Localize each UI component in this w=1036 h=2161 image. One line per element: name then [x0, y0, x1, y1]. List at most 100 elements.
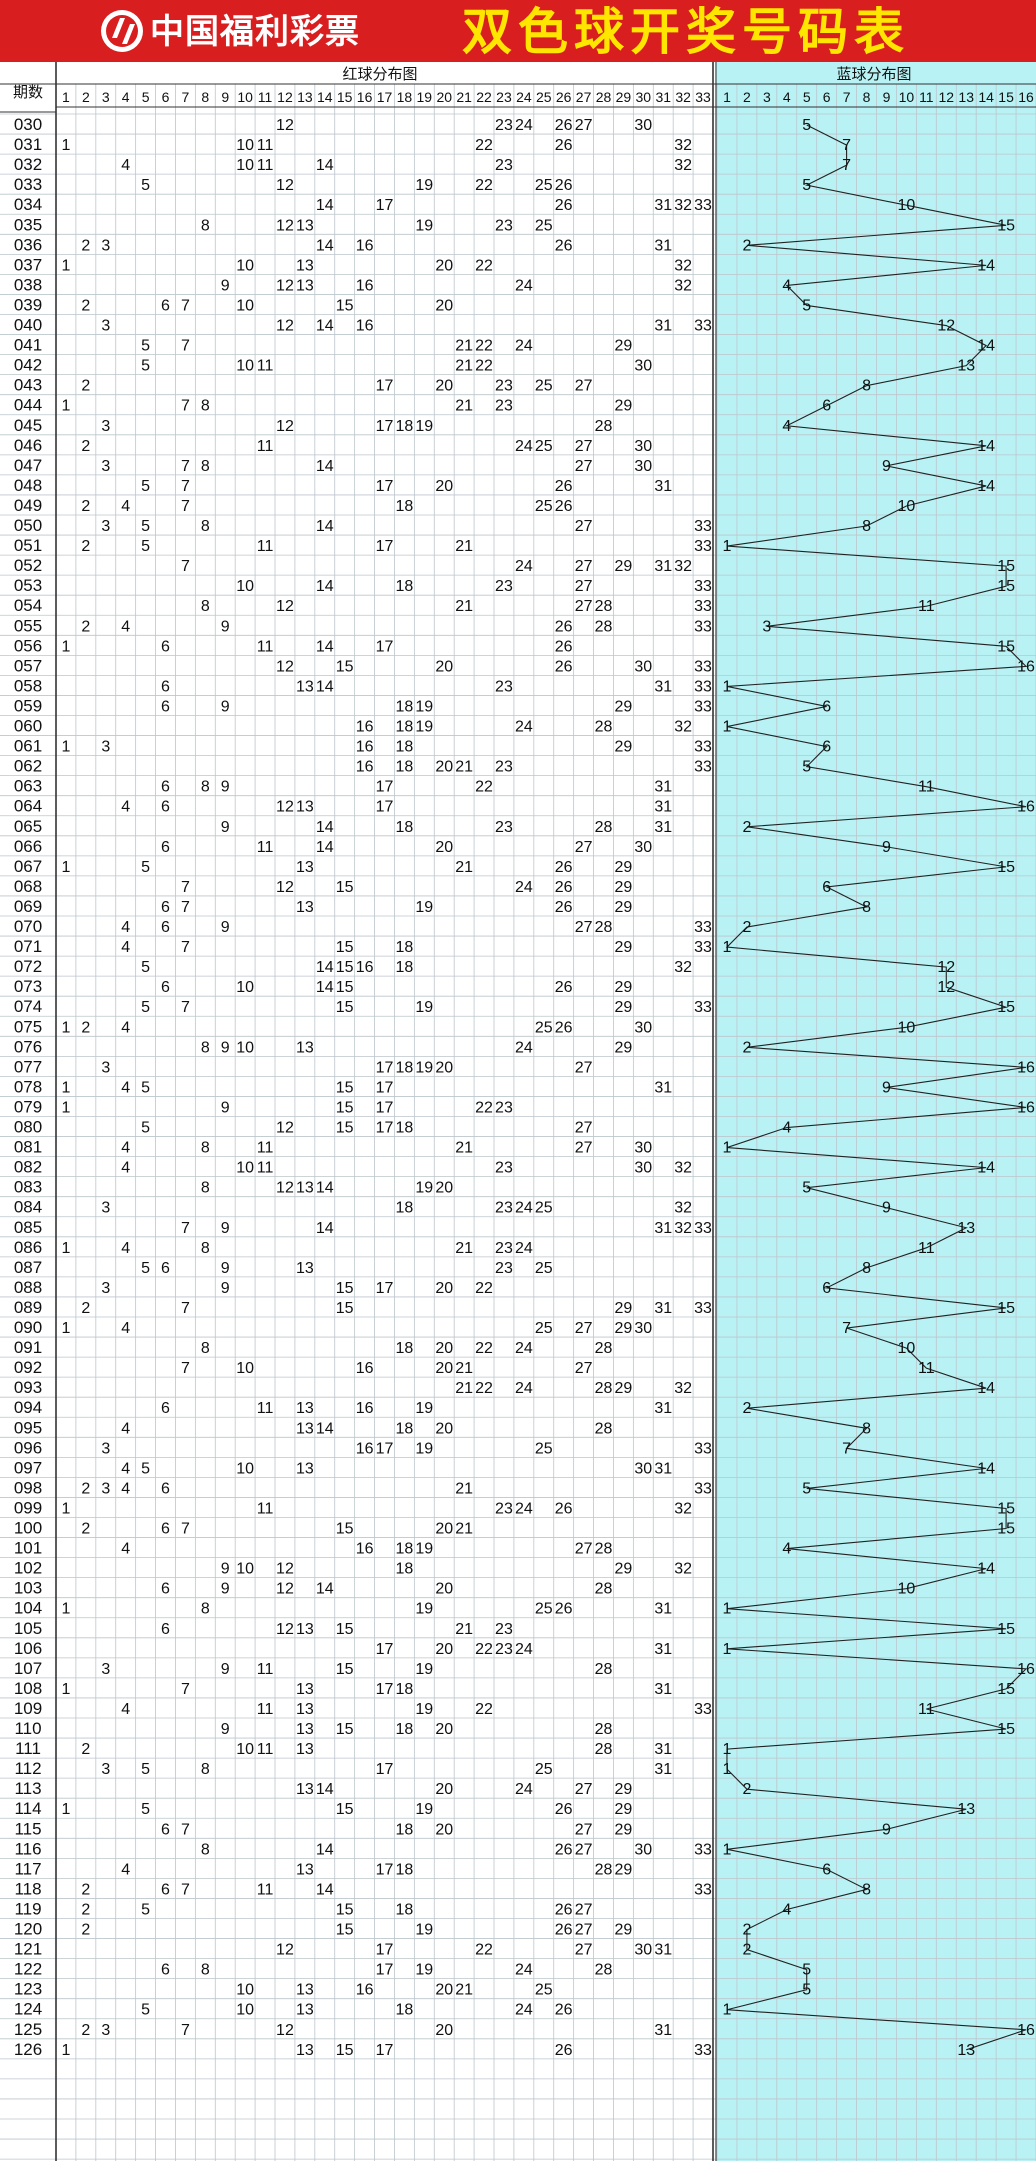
red-ball-number: 29 [615, 558, 633, 575]
period-label: 092 [14, 1358, 42, 1377]
red-ball-number: 31 [654, 197, 672, 214]
red-ball-number: 9 [221, 1581, 230, 1598]
period-label: 039 [14, 295, 42, 314]
red-ball-number: 22 [475, 1280, 493, 1297]
red-ball-number: 14 [316, 1180, 334, 1197]
red-ball-number: 31 [654, 2022, 672, 2039]
red-ball-number: 26 [555, 859, 573, 876]
blue-ball-number: 6 [822, 698, 831, 715]
red-column-header: 3 [102, 89, 110, 105]
red-ball-number: 19 [415, 1541, 433, 1558]
red-ball-numbers: 12 23 24 26 27 301 10 11 22 26 324 10 11 14 23 325 12 19 2… [62, 117, 713, 2059]
red-ball-number: 18 [396, 759, 414, 776]
period-label: 063 [14, 777, 42, 796]
red-ball-number: 4 [121, 1320, 130, 1337]
red-ball-number: 10 [236, 1561, 254, 1578]
red-ball-number: 29 [615, 1861, 633, 1878]
red-ball-number: 11 [257, 358, 274, 375]
red-ball-number: 2 [81, 1901, 90, 1918]
red-ball-number: 33 [694, 678, 712, 695]
red-ball-number: 5 [141, 1079, 150, 1096]
red-ball-number: 30 [634, 117, 652, 134]
blue-ball-number: 16 [1017, 658, 1035, 675]
red-ball-number: 7 [181, 297, 190, 314]
red-ball-number: 14 [316, 1220, 334, 1237]
blue-ball-number: 15 [997, 217, 1015, 234]
red-ball-number: 27 [575, 458, 593, 475]
red-ball-number: 32 [674, 1200, 692, 1217]
red-ball-number: 10 [236, 297, 254, 314]
red-ball-number: 20 [435, 1420, 453, 1437]
red-ball-number: 29 [615, 1922, 633, 1939]
red-column-header: 14 [317, 89, 333, 105]
red-ball-number: 13 [296, 277, 314, 294]
red-ball-number: 19 [415, 1801, 433, 1818]
red-ball-number: 33 [694, 939, 712, 956]
period-label: 038 [14, 275, 42, 294]
blue-ball-number: 4 [782, 277, 791, 294]
red-ball-number: 23 [495, 1641, 513, 1658]
red-ball-number: 12 [276, 879, 294, 896]
red-ball-number: 19 [415, 1400, 433, 1417]
red-ball-number: 29 [615, 1821, 633, 1838]
red-ball-number: 28 [595, 1581, 613, 1598]
red-ball-number: 12 [276, 1621, 294, 1638]
red-ball-number: 31 [654, 478, 672, 495]
blue-ball-number: 1 [723, 1641, 732, 1658]
red-ball-number: 21 [455, 759, 473, 776]
red-column-header: 6 [162, 89, 170, 105]
red-ball-number: 4 [121, 1140, 130, 1157]
red-ball-number: 25 [535, 1260, 553, 1277]
red-ball-number: 29 [615, 939, 633, 956]
blue-ball-number: 15 [997, 578, 1015, 595]
red-ball-number: 11 [257, 839, 274, 856]
red-ball-number: 28 [595, 919, 613, 936]
red-ball-number: 28 [595, 1962, 613, 1979]
blue-ball-number: 15 [997, 1621, 1015, 1638]
red-ball-number: 33 [694, 1300, 712, 1317]
red-ball-number: 29 [615, 338, 633, 355]
red-ball-number: 23 [495, 1260, 513, 1277]
red-ball-number: 5 [141, 538, 150, 555]
red-ball-number: 20 [435, 257, 453, 274]
red-ball-number: 8 [201, 1841, 210, 1858]
blue-ball-number: 2 [742, 1942, 751, 1959]
red-ball-number: 2 [81, 1881, 90, 1898]
red-ball-number: 32 [674, 137, 692, 154]
blue-ball-number: 13 [957, 358, 975, 375]
period-label: 112 [14, 1759, 41, 1778]
blue-ball-number: 8 [862, 899, 871, 916]
red-ball-number: 2 [81, 297, 90, 314]
red-ball-number: 17 [376, 1942, 394, 1959]
red-ball-number: 8 [201, 1761, 210, 1778]
red-ball-number: 17 [376, 1099, 394, 1116]
red-column-header: 24 [516, 89, 532, 105]
red-ball-number: 31 [654, 819, 672, 836]
red-ball-number: 26 [555, 638, 573, 655]
red-ball-number: 17 [376, 197, 394, 214]
red-ball-number: 29 [615, 899, 633, 916]
period-label: 125 [14, 2020, 42, 2039]
red-ball-number: 4 [121, 1701, 130, 1718]
red-ball-number: 13 [296, 1861, 314, 1878]
red-ball-number: 27 [575, 598, 593, 615]
red-ball-number: 24 [515, 1641, 533, 1658]
red-column-header: 23 [496, 89, 512, 105]
red-ball-number: 33 [694, 1841, 712, 1858]
red-ball-number: 22 [475, 1942, 493, 1959]
blue-ball-number: 16 [1017, 799, 1035, 816]
red-ball-number: 21 [455, 1140, 473, 1157]
blue-ball-number: 2 [742, 819, 751, 836]
red-ball-number: 15 [336, 939, 354, 956]
red-ball-number: 19 [415, 217, 433, 234]
red-ball-number: 25 [535, 1761, 553, 1778]
blue-ball-number: 8 [862, 518, 871, 535]
blue-ball-number: 8 [862, 1420, 871, 1437]
red-ball-number: 1 [62, 739, 71, 756]
red-ball-number: 3 [101, 1761, 110, 1778]
red-ball-number: 30 [634, 1942, 652, 1959]
red-ball-number: 15 [336, 1901, 354, 1918]
red-ball-number: 29 [615, 398, 633, 415]
red-ball-number: 27 [575, 117, 593, 134]
red-ball-number: 29 [615, 1561, 633, 1578]
